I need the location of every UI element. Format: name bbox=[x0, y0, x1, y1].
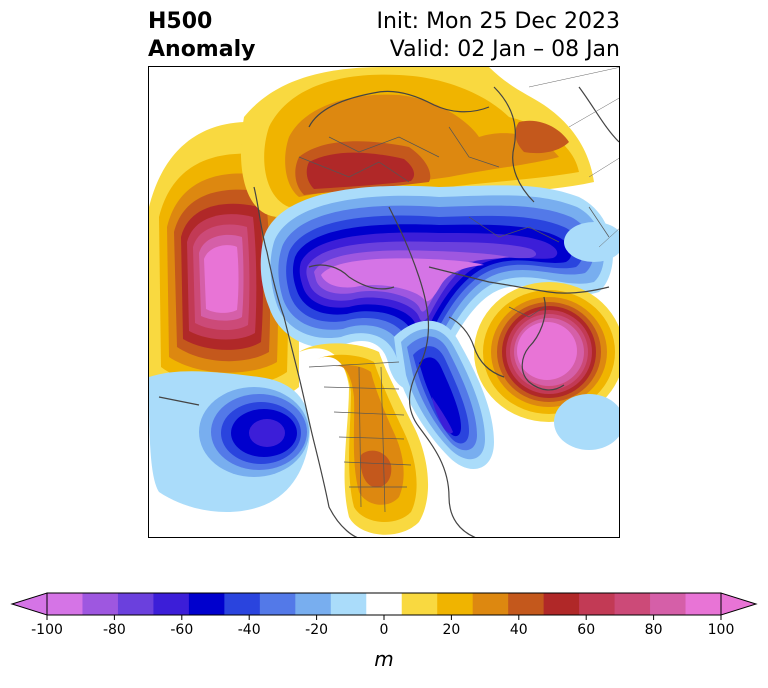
canada-trough bbox=[260, 185, 613, 390]
colorbar-extend-min bbox=[10, 592, 48, 616]
anomaly-map bbox=[148, 66, 620, 538]
valid-period: Valid: 02 Jan – 08 Jan bbox=[389, 37, 620, 62]
country-borders bbox=[298, 126, 610, 513]
colorbar-tick-label: 0 bbox=[380, 622, 389, 638]
map-grid-lines bbox=[528, 67, 619, 248]
colorbar-bin bbox=[330, 593, 367, 615]
colorbar-bin bbox=[224, 593, 261, 615]
init-time: Init: Mon 25 Dec 2023 bbox=[376, 9, 621, 34]
title-right: Init: Mon 25 Dec 2023 Valid: 02 Jan – 08… bbox=[377, 8, 621, 64]
colorbar-bin bbox=[47, 593, 83, 615]
coastlines bbox=[158, 86, 619, 537]
colorbar-bin bbox=[295, 593, 332, 615]
north-pacific-ridge bbox=[149, 121, 299, 406]
colorbar-bin bbox=[366, 593, 403, 615]
pacific-low bbox=[149, 371, 310, 512]
colorbar-bin bbox=[153, 593, 190, 615]
colorbar-tick-label: -100 bbox=[31, 622, 63, 638]
colorbar-tick-label: -60 bbox=[170, 622, 193, 638]
colorbar-tick-label: 60 bbox=[577, 622, 595, 638]
colorbar-bin bbox=[472, 593, 509, 615]
colorbar-bin bbox=[650, 593, 687, 615]
northern-ridge bbox=[240, 67, 594, 217]
colorbar-tick-label: 20 bbox=[442, 622, 460, 638]
europe-ridge bbox=[474, 282, 619, 422]
colorbar-unit-label: m bbox=[374, 647, 393, 671]
colorbar-bin bbox=[685, 593, 722, 615]
colorbar-bin bbox=[117, 593, 154, 615]
colorbar-bin bbox=[401, 593, 438, 615]
colorbar-extend-max bbox=[720, 592, 758, 616]
title-left: H500 Anomaly bbox=[148, 8, 255, 64]
colorbar-tick-label: 80 bbox=[645, 622, 663, 638]
colorbar-tick-label: -40 bbox=[238, 622, 261, 638]
colorbar-bin bbox=[543, 593, 580, 615]
colorbar: -100 -80 -60 -40 -20 0 20 40 60 80 100 m bbox=[0, 580, 768, 684]
colorbar-tick-label: -80 bbox=[103, 622, 126, 638]
colorbar-bin bbox=[259, 593, 296, 615]
colorbar-bin bbox=[82, 593, 119, 615]
colorbar-bin bbox=[508, 593, 545, 615]
colorbar-tick-label: -20 bbox=[305, 622, 328, 638]
title-variable: H500 bbox=[148, 9, 213, 34]
colorbar-svg: -100 -80 -60 -40 -20 0 20 40 60 80 100 m bbox=[10, 592, 758, 671]
colorbar-tick-label: 40 bbox=[510, 622, 528, 638]
colorbar-bin bbox=[579, 593, 616, 615]
colorbar-bin bbox=[188, 593, 225, 615]
colorbar-bin bbox=[614, 593, 651, 615]
colorbar-tick-label: 100 bbox=[708, 622, 735, 638]
colorbar-bin bbox=[437, 593, 474, 615]
title-field: Anomaly bbox=[148, 37, 256, 62]
map-canvas bbox=[149, 67, 619, 537]
